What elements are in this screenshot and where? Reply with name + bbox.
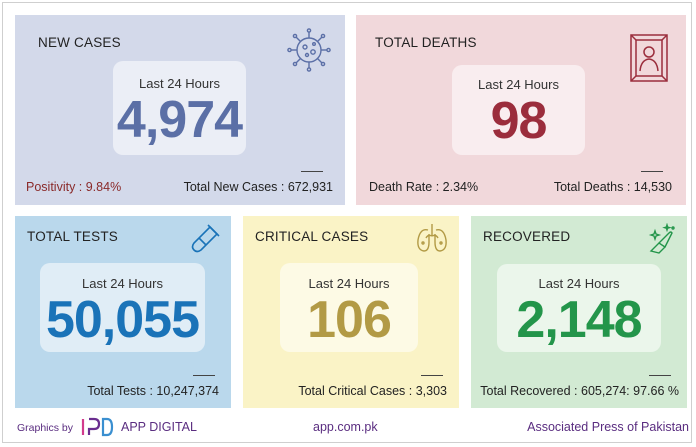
graphics-by-text: Graphics by <box>17 422 74 434</box>
app-digital-brand: APP DIGITAL <box>121 420 197 434</box>
death-rate-stat: Death Rate : 2.34% <box>369 180 479 194</box>
total-deaths-inner-box: Last 24 Hours 98 <box>452 65 585 155</box>
total-critical-cases-stat: Total Critical Cases : 3,303 <box>298 384 447 398</box>
total-tests-card: TOTAL TESTS Last 24 Hours 50,055 Total T… <box>15 216 231 408</box>
total-deaths-period-label: Last 24 Hours <box>478 77 559 92</box>
critical-cases-period-label: Last 24 Hours <box>308 276 390 291</box>
critical-cases-inner-box: Last 24 Hours 106 <box>280 263 418 352</box>
graphics-by-label: Graphics by <box>17 420 73 434</box>
footer: Graphics by APP DIGITAL app.com.pk Assoc… <box>17 416 689 438</box>
total-tests-title: TOTAL TESTS <box>27 229 118 244</box>
divider <box>649 375 671 376</box>
total-deaths-card: TOTAL DEATHS Last 24 Hours 98 Death Rate… <box>356 15 686 205</box>
total-deaths-title: TOTAL DEATHS <box>375 35 477 50</box>
new-cases-title: NEW CASES <box>38 35 121 50</box>
total-deaths-stat: Total Deaths : 14,530 <box>553 180 672 194</box>
total-tests-inner-box: Last 24 Hours 50,055 <box>40 263 205 352</box>
critical-cases-title: CRITICAL CASES <box>255 229 369 244</box>
divider <box>301 171 323 172</box>
website-link[interactable]: app.com.pk <box>313 420 378 434</box>
new-cases-card: NEW CASES Last 24 Hours 4,974 <box>15 15 345 205</box>
total-deaths-value: 98 <box>490 92 548 150</box>
recovered-period-label: Last 24 Hours <box>538 276 620 291</box>
total-recovered-stat: Total Recovered : 605,274: 97.66 % <box>480 384 679 398</box>
recovered-card: RECOVERED Last 24 Hours 2,148 Total Reco… <box>471 216 687 408</box>
cleaning-hand-icon <box>645 222 677 260</box>
divider <box>421 375 443 376</box>
critical-cases-card: CRITICAL CASES Last 24 Hours 106 Total C… <box>243 216 459 408</box>
divider <box>641 171 663 172</box>
divider <box>193 375 215 376</box>
total-tests-value: 50,055 <box>45 291 200 349</box>
recovered-title: RECOVERED <box>483 229 571 244</box>
agency-name: Associated Press of Pakistan <box>527 420 689 434</box>
new-cases-value: 4,974 <box>116 91 243 149</box>
new-cases-inner-box: Last 24 Hours 4,974 <box>113 61 246 155</box>
total-tests-stat: Total Tests : 10,247,374 <box>87 384 219 398</box>
virus-icon <box>285 27 333 78</box>
recovered-value: 2,148 <box>516 291 642 349</box>
total-new-cases-stat: Total New Cases : 672,931 <box>183 180 333 194</box>
positivity-stat: Positivity : 9.84% <box>26 180 122 194</box>
new-cases-period-label: Last 24 Hours <box>139 76 220 91</box>
total-tests-period-label: Last 24 Hours <box>82 276 163 291</box>
portrait-frame-icon <box>629 33 669 88</box>
infographic-frame: NEW CASES Last 24 Hours 4,974 <box>2 2 692 443</box>
lungs-icon <box>415 222 449 259</box>
app-digital-logo-icon <box>79 416 115 441</box>
test-tube-icon <box>190 224 220 259</box>
critical-cases-value: 106 <box>307 291 392 349</box>
recovered-inner-box: Last 24 Hours 2,148 <box>497 264 661 352</box>
